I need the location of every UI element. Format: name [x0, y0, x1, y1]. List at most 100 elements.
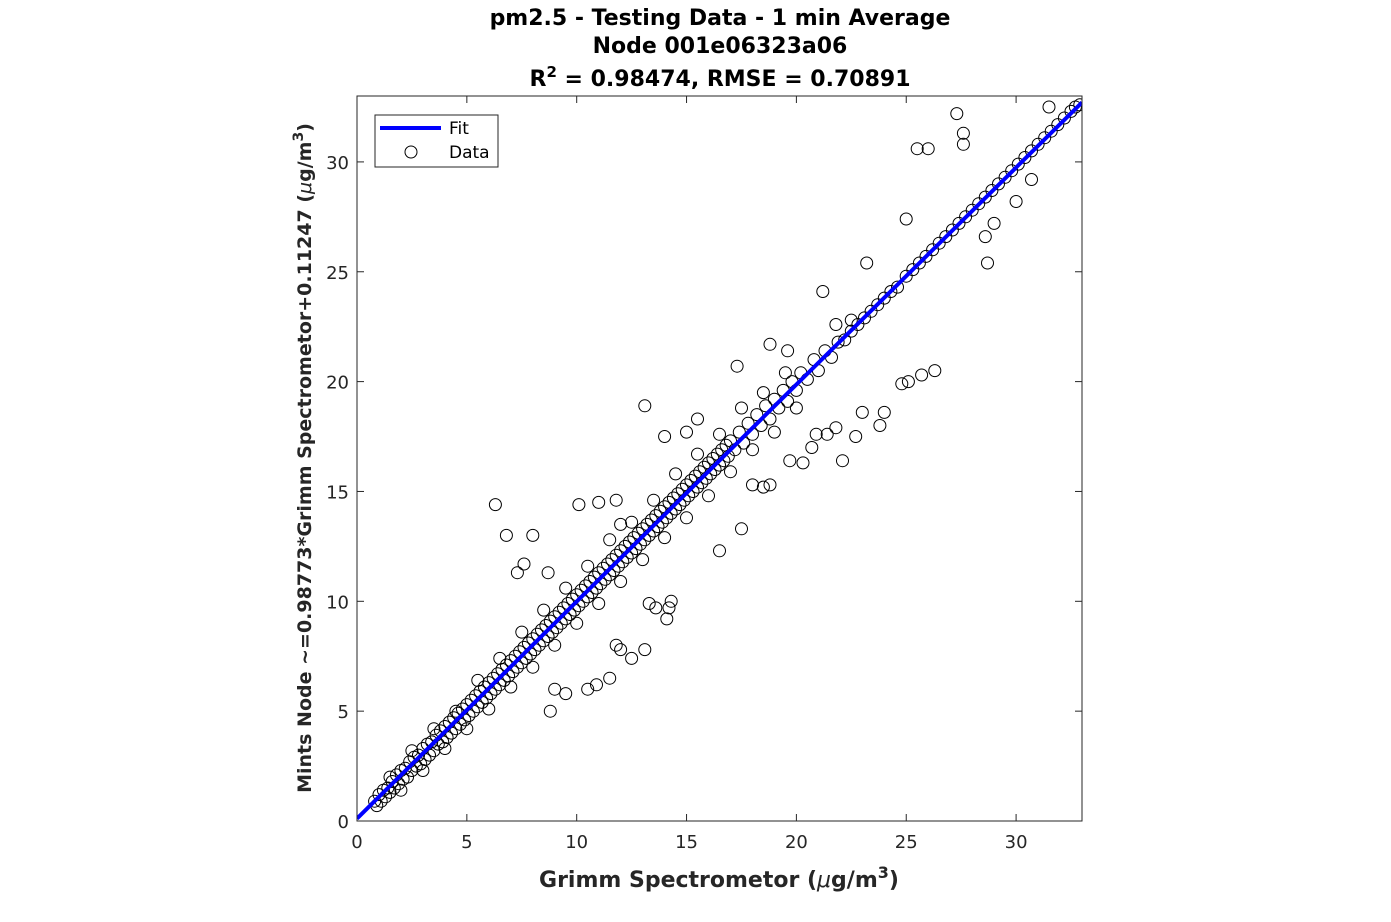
fit-line: [357, 101, 1082, 820]
stats-values: = 0.98474, RMSE = 0.70891: [557, 67, 911, 92]
data-point: [548, 682, 562, 696]
data-point: [412, 748, 425, 762]
data-point: [952, 216, 966, 230]
data-point: [732, 425, 746, 439]
data-point: [759, 399, 773, 413]
data-point: [915, 368, 929, 382]
data-point: [873, 419, 887, 432]
fit-line-layer: [357, 101, 1082, 820]
data-point: [891, 280, 904, 294]
data-point: [750, 408, 764, 422]
data-point: [877, 291, 891, 305]
data-point: [901, 375, 915, 389]
data-point: [789, 401, 803, 415]
data-point: [660, 612, 674, 626]
data-point: [932, 236, 946, 250]
data-point: [609, 638, 623, 652]
data-point: [1031, 137, 1045, 151]
data-point: [1073, 98, 1082, 112]
data-point: [746, 478, 759, 492]
data-point: [796, 456, 810, 470]
data-point: [781, 344, 795, 358]
data-point: [1025, 144, 1038, 158]
r-squared-label: R: [529, 67, 546, 92]
data-point: [838, 333, 852, 347]
y-tick-label: 20: [326, 373, 349, 394]
data-point: [763, 337, 777, 351]
data-point: [543, 704, 557, 718]
plot-area-frame: [356, 95, 1083, 822]
data-point: [851, 318, 865, 331]
data-point: [871, 298, 885, 312]
data-point: [829, 421, 843, 435]
data-point: [910, 142, 924, 156]
legend-fit-label: Fit: [449, 119, 469, 139]
x-tick-label: 10: [565, 832, 588, 853]
data-point: [658, 430, 672, 443]
data-point: [1064, 104, 1078, 118]
data-point: [614, 643, 628, 657]
data-point: [836, 454, 849, 468]
data-point: [805, 441, 819, 454]
data-point: [581, 559, 595, 573]
data-point: [515, 625, 529, 639]
data-point: [816, 285, 830, 298]
data-point: [460, 722, 474, 736]
data-point: [488, 498, 502, 512]
data-point: [965, 203, 979, 217]
data-point: [928, 364, 942, 378]
y-tick-label: 25: [326, 263, 349, 284]
data-point: [959, 210, 973, 224]
data-point: [763, 478, 777, 492]
data-point: [939, 230, 953, 244]
data-point: [864, 304, 878, 318]
data-point: [895, 377, 909, 391]
y-tick-label: 0: [338, 812, 349, 833]
y-tick-label: 5: [338, 702, 349, 723]
data-point: [1005, 164, 1019, 178]
data-point: [767, 425, 781, 439]
data-point: [581, 682, 595, 696]
data-point: [517, 557, 531, 571]
data-point: [570, 616, 584, 630]
data-point: [1009, 195, 1023, 208]
data-point: [713, 544, 726, 558]
data-point: [849, 430, 863, 443]
data-point: [820, 427, 834, 441]
data-point: [680, 425, 693, 439]
data-point: [746, 443, 759, 457]
data-point: [844, 324, 858, 338]
data-point: [592, 597, 606, 610]
data-point: [855, 405, 869, 419]
data-point: [572, 498, 586, 512]
data-point: [614, 575, 628, 588]
data-point: [1051, 118, 1065, 132]
axis-ticks: 0 5 10 15 20 25 30 0 5 10 15 20 25 30: [326, 96, 1082, 853]
y-tick-label: 15: [326, 482, 349, 503]
y-axis-label: Mints Node ~=0.98773*Grimm Spectrometor+…: [291, 123, 316, 793]
data-point: [537, 603, 551, 617]
data-point: [702, 489, 715, 503]
data-point: [662, 601, 676, 615]
data-point: [899, 212, 913, 226]
data-point: [1042, 100, 1056, 114]
data-point: [992, 177, 1005, 191]
data-point: [383, 770, 397, 784]
data-point: [978, 230, 992, 244]
data-point: [394, 783, 408, 797]
data-point: [978, 190, 992, 204]
data-point: [638, 399, 652, 413]
x-tick-label: 0: [351, 832, 362, 853]
data-point: [860, 256, 874, 270]
legend: Fit Data: [374, 114, 499, 168]
data-point: [858, 311, 871, 325]
data-point: [482, 702, 496, 716]
data-point: [559, 581, 573, 595]
legend-box: [374, 114, 499, 168]
data-point: [438, 742, 452, 755]
data-point: [647, 493, 661, 507]
data-point: [919, 249, 933, 263]
data-point: [877, 405, 891, 419]
data-point: [425, 735, 439, 749]
